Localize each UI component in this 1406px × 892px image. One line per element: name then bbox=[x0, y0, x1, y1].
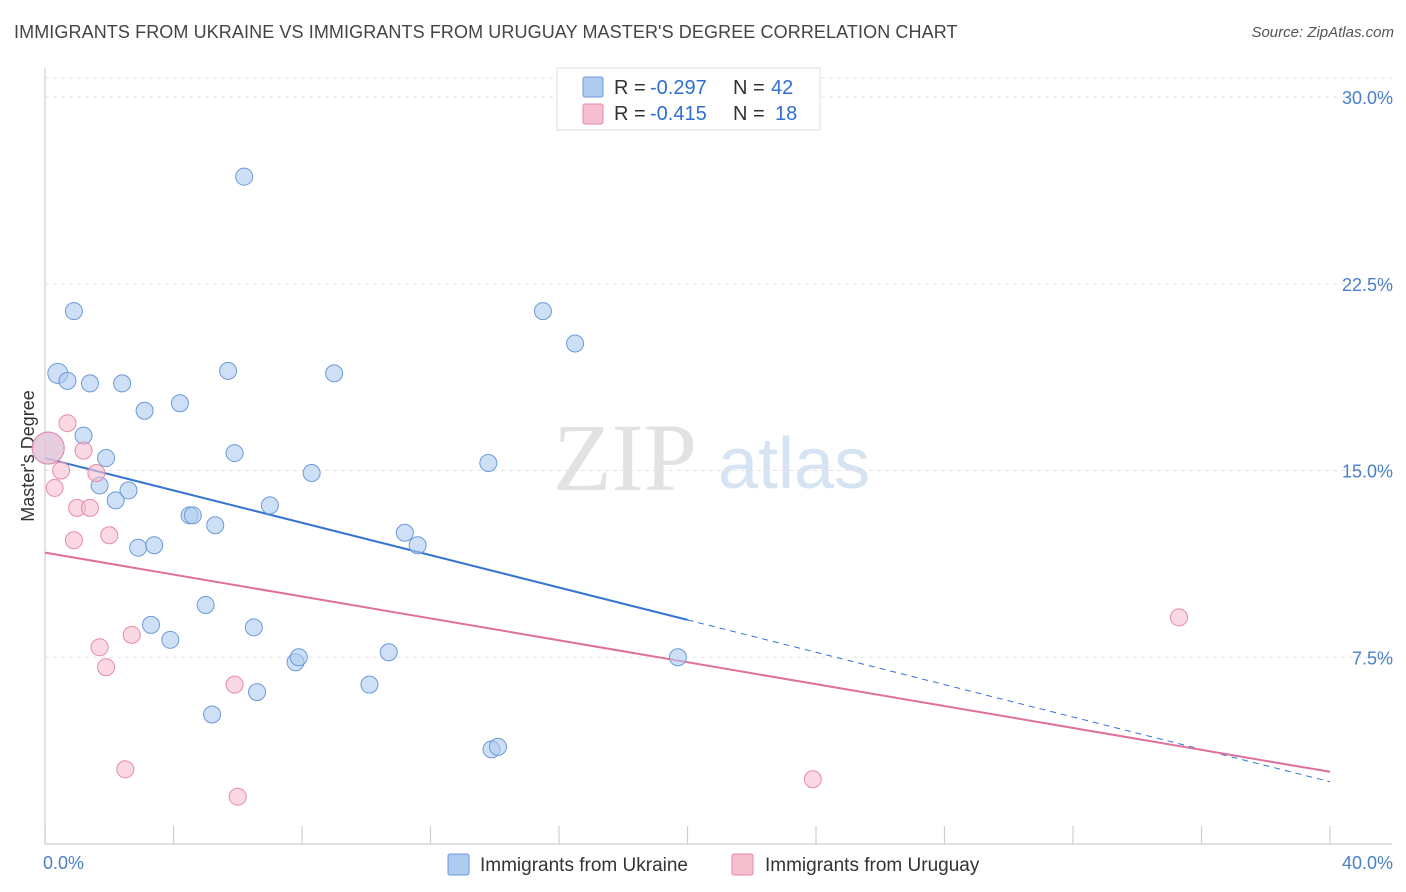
legend-swatch-ukraine bbox=[447, 853, 470, 876]
point-ukraine bbox=[142, 615, 161, 634]
stats-n-label-uruguay: N = bbox=[733, 103, 765, 125]
stats-legend-swatch-ukraine bbox=[582, 76, 604, 98]
point-uruguay bbox=[122, 625, 141, 644]
y-tick-label: 15.0% bbox=[1342, 462, 1393, 482]
point-ukraine bbox=[395, 523, 414, 542]
point-ukraine bbox=[170, 394, 189, 413]
point-uruguay bbox=[1170, 608, 1189, 627]
stats-legend: R = -0.297 N = 42 R = -0.415 N = 18 bbox=[556, 67, 821, 131]
point-ukraine bbox=[360, 675, 379, 694]
point-ukraine bbox=[183, 506, 202, 525]
stats-r-value-ukraine: -0.297 bbox=[650, 77, 707, 99]
point-ukraine bbox=[668, 648, 687, 667]
point-uruguay bbox=[52, 461, 71, 480]
point-ukraine bbox=[106, 491, 125, 510]
point-ukraine bbox=[566, 334, 585, 353]
stats-legend-swatch-uruguay bbox=[582, 103, 604, 125]
point-ukraine bbox=[80, 374, 99, 393]
point-ukraine bbox=[219, 361, 238, 380]
point-ukraine bbox=[260, 496, 279, 515]
y-tick-label: 7.5% bbox=[1352, 648, 1393, 668]
stats-r-value-uruguay: -0.415 bbox=[650, 103, 707, 125]
point-ukraine bbox=[289, 648, 308, 667]
stats-r-label-uruguay: R = bbox=[614, 103, 646, 125]
point-ukraine bbox=[64, 302, 83, 321]
chart-source: Source: ZipAtlas.com bbox=[1251, 24, 1394, 41]
point-ukraine bbox=[145, 536, 164, 555]
y-tick-label: 22.5% bbox=[1342, 275, 1393, 295]
point-ukraine bbox=[97, 449, 116, 468]
series-legend: Immigrants from Ukraine Immigrants from … bbox=[447, 853, 980, 876]
legend-label-ukraine: Immigrants from Ukraine bbox=[480, 855, 688, 876]
x-tick-label-right: 40.0% bbox=[1342, 853, 1393, 873]
point-ukraine bbox=[119, 481, 138, 500]
stats-r-label-ukraine: R = bbox=[614, 77, 646, 99]
legend-label-uruguay: Immigrants from Uruguay bbox=[765, 855, 980, 876]
point-uruguay bbox=[225, 675, 244, 694]
point-uruguay bbox=[116, 760, 135, 779]
point-uruguay bbox=[228, 787, 247, 806]
point-ukraine bbox=[533, 302, 552, 321]
point-ukraine bbox=[135, 401, 154, 420]
point-ukraine bbox=[248, 683, 267, 702]
point-ukraine bbox=[379, 643, 398, 662]
y-tick-label: 30.0% bbox=[1342, 88, 1393, 108]
trend-line-ukraine bbox=[44, 457, 688, 621]
point-uruguay bbox=[100, 526, 119, 545]
x-tick-label-left: 0.0% bbox=[43, 853, 84, 873]
stats-n-value-uruguay: 18 bbox=[775, 103, 797, 125]
point-uruguay bbox=[45, 478, 64, 497]
watermark-atlas: atlas bbox=[718, 424, 870, 504]
legend-swatch-uruguay bbox=[731, 853, 754, 876]
point-ukraine bbox=[225, 444, 244, 463]
point-ukraine bbox=[488, 737, 507, 756]
point-ukraine bbox=[408, 536, 427, 555]
point-ukraine bbox=[129, 538, 148, 557]
stats-n-value-ukraine: 42 bbox=[771, 77, 793, 99]
point-uruguay bbox=[80, 498, 99, 517]
point-ukraine bbox=[196, 595, 215, 614]
point-ukraine bbox=[235, 167, 254, 186]
chart-title: IMMIGRANTS FROM UKRAINE VS IMMIGRANTS FR… bbox=[14, 22, 958, 42]
point-ukraine bbox=[206, 516, 225, 535]
trend-line-ukraine-extension bbox=[687, 619, 1331, 783]
point-uruguay bbox=[64, 531, 83, 550]
point-uruguay bbox=[87, 463, 106, 482]
grid-lines bbox=[45, 77, 1392, 658]
point-ukraine bbox=[113, 374, 132, 393]
trend-line-uruguay bbox=[44, 551, 1331, 773]
watermark-zip: ZIP bbox=[553, 404, 697, 511]
stats-n-label-ukraine: N = bbox=[733, 77, 765, 99]
data-points bbox=[31, 167, 1189, 806]
point-ukraine bbox=[325, 364, 344, 383]
point-uruguay bbox=[97, 658, 116, 677]
point-ukraine bbox=[58, 371, 77, 390]
y-axis-title: Master's Degree bbox=[18, 390, 38, 521]
point-uruguay bbox=[74, 441, 93, 460]
point-uruguay bbox=[31, 431, 65, 465]
point-uruguay bbox=[803, 770, 822, 789]
tick-labels: 7.5% 15.0% 22.5% 30.0% 0.0% 40.0% bbox=[43, 88, 1393, 873]
point-uruguay bbox=[90, 638, 109, 657]
point-ukraine bbox=[203, 705, 222, 724]
trend-lines bbox=[44, 457, 1331, 783]
point-ukraine bbox=[161, 630, 180, 649]
point-ukraine bbox=[479, 454, 498, 473]
point-ukraine bbox=[244, 618, 263, 637]
point-uruguay bbox=[58, 414, 77, 433]
point-ukraine bbox=[302, 463, 321, 482]
